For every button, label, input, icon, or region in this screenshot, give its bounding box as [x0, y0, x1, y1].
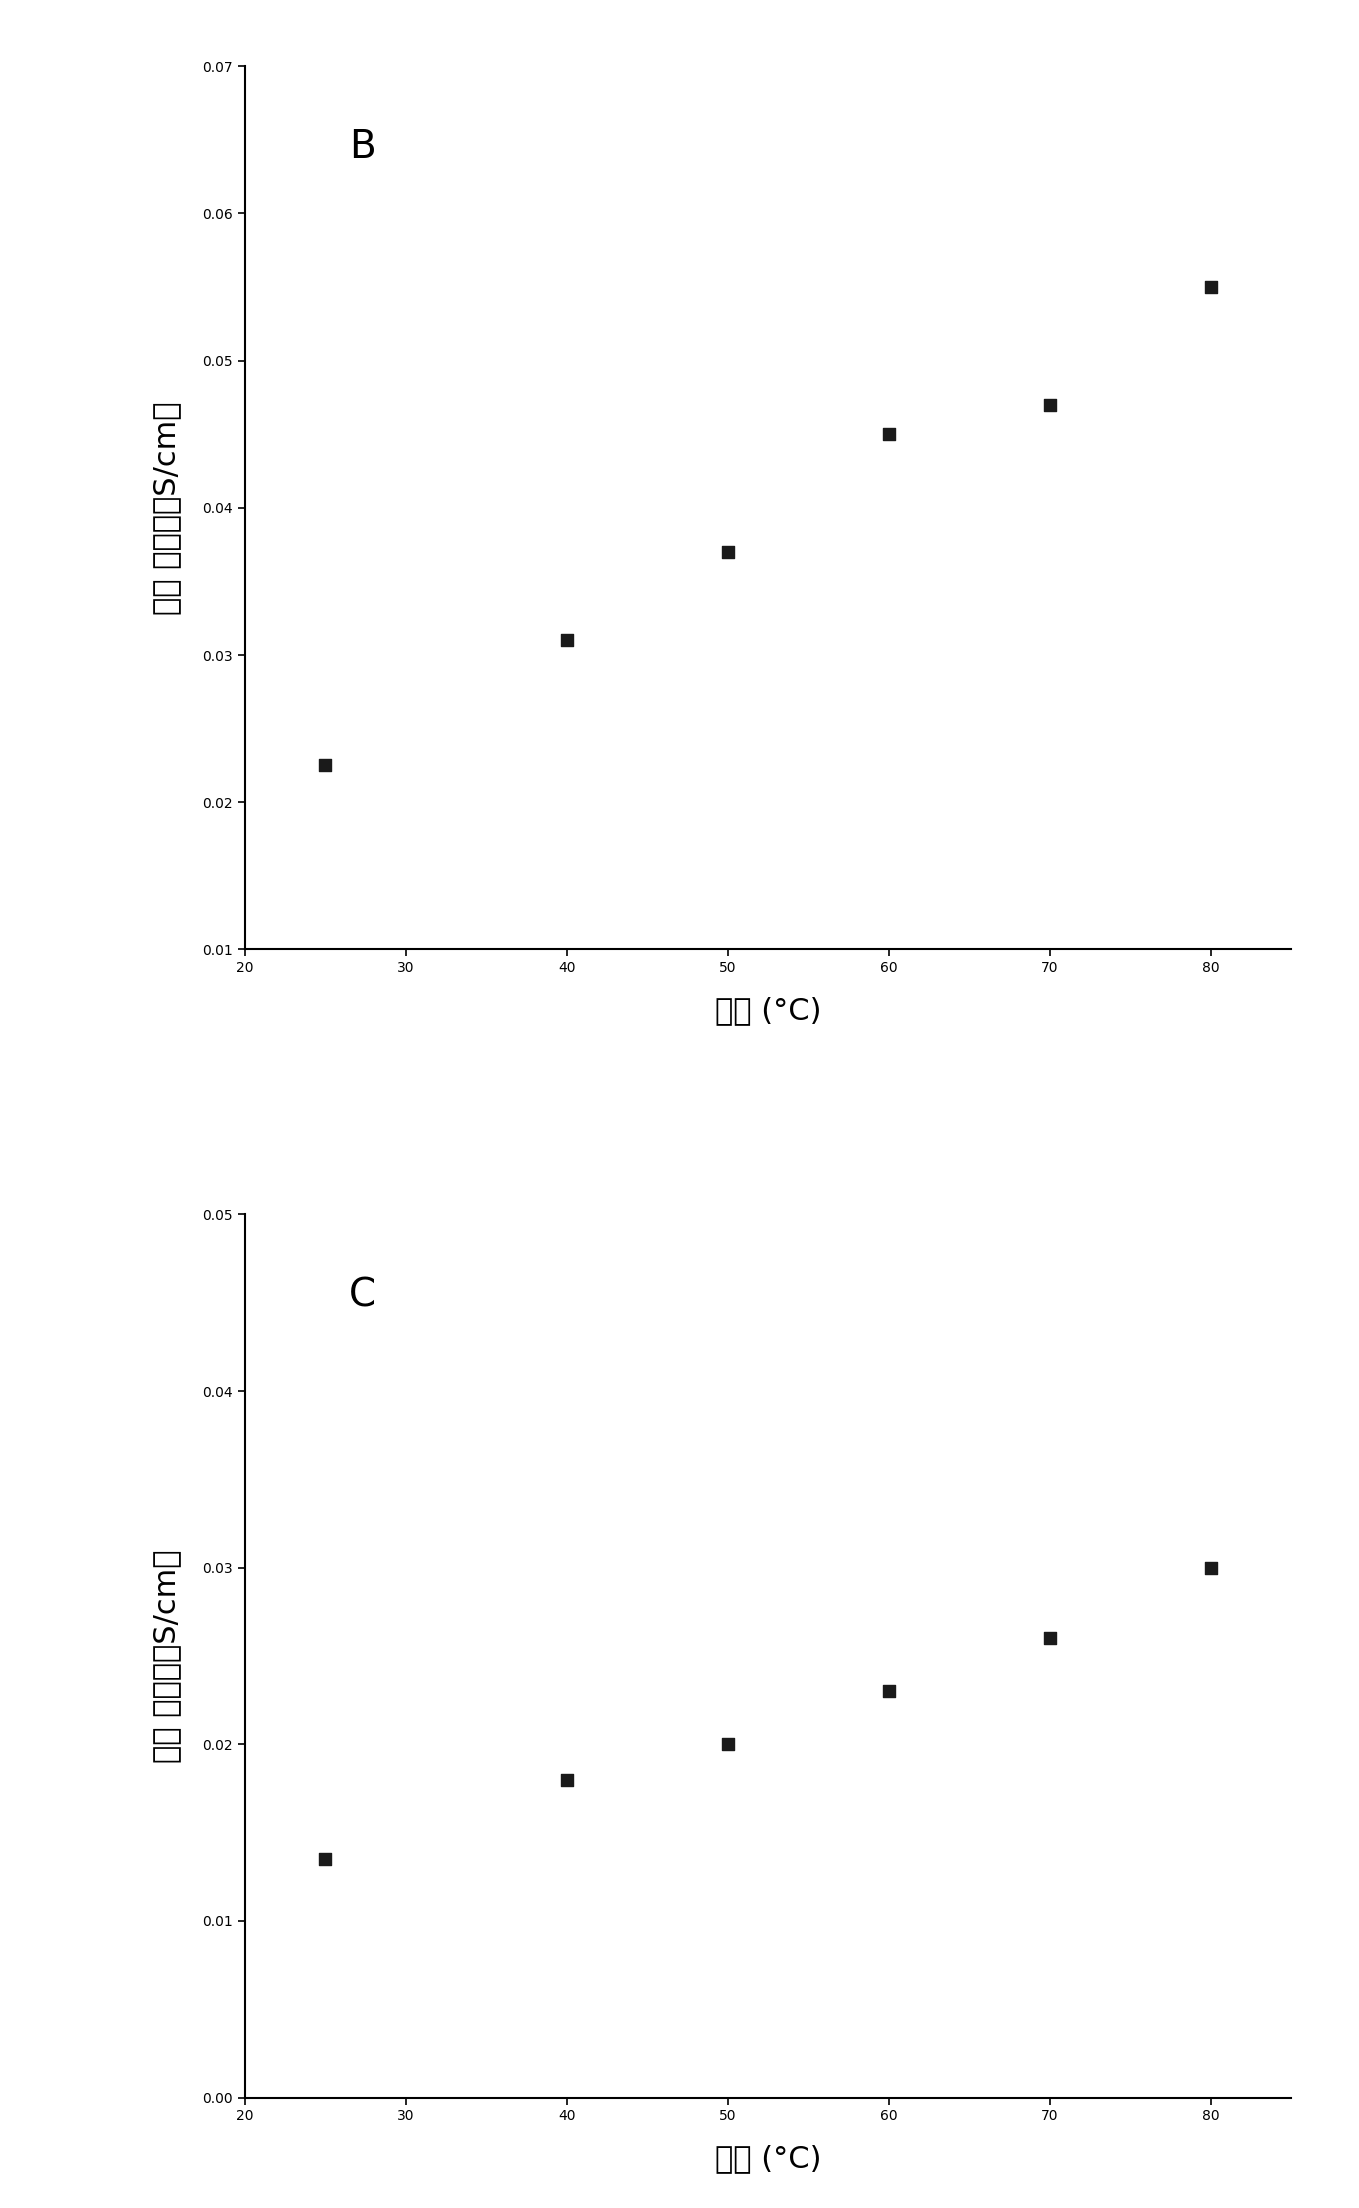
Point [878, 417, 900, 453]
Text: C: C [349, 1276, 376, 1314]
Y-axis label: 离子 传导率（S/cm）: 离子 传导率（S/cm） [152, 402, 181, 614]
Point [716, 1727, 738, 1762]
Point [1200, 269, 1222, 305]
Point [1038, 1621, 1060, 1656]
Point [1038, 386, 1060, 422]
Point [314, 749, 336, 784]
Y-axis label: 离子 传导率（S/cm）: 离子 传导率（S/cm） [152, 1550, 181, 1762]
X-axis label: 温度 (°C): 温度 (°C) [715, 2144, 821, 2173]
Point [1200, 1550, 1222, 1585]
Point [314, 1841, 336, 1877]
Point [716, 534, 738, 570]
Point [556, 1762, 578, 1797]
Text: B: B [349, 128, 376, 166]
X-axis label: 温度 (°C): 温度 (°C) [715, 996, 821, 1025]
Point [556, 623, 578, 658]
Point [878, 1674, 900, 1709]
